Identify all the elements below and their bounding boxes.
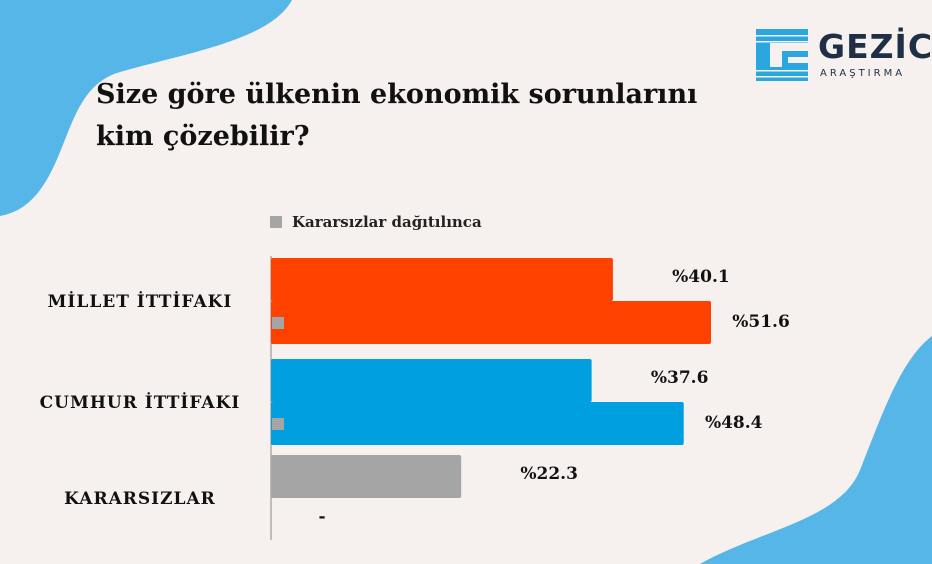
top-left-blob [0, 0, 292, 216]
data-label: %40.1 [672, 267, 730, 287]
bar-legend-marker [272, 418, 284, 430]
data-label: - [318, 507, 325, 527]
bar-primary [271, 258, 613, 301]
bar-distributed [271, 301, 712, 344]
category-label: MİLLET İTTİFAKI [48, 291, 233, 312]
data-label: %22.3 [520, 464, 578, 484]
bar-distributed [271, 402, 684, 445]
legend-swatch [270, 216, 282, 228]
bar-primary [271, 359, 592, 402]
chart-legend: Kararsızlar dağıtılınca [270, 213, 482, 231]
data-label: %51.6 [732, 312, 790, 332]
logo-subtitle: ARAŞTIRMA [820, 68, 906, 79]
logo-name: GEZİCİ [818, 27, 932, 66]
data-label: %37.6 [651, 368, 709, 388]
bar-legend-marker [272, 317, 284, 329]
bar-primary [271, 455, 462, 498]
chart-title: Size göre ülkenin ekonomik sorunlarını k… [96, 79, 698, 152]
category-label: KARARSIZLAR [64, 489, 216, 509]
data-label: %48.4 [705, 413, 763, 433]
legend-label: Kararsızlar dağıtılınca [292, 213, 482, 231]
category-label: CUMHUR İTTİFAKI [40, 392, 241, 413]
gezici-logo: GEZİCİ ARAŞTIRMA [754, 26, 932, 88]
bottom-right-blob [700, 336, 932, 564]
logo-mark-icon [756, 29, 808, 81]
